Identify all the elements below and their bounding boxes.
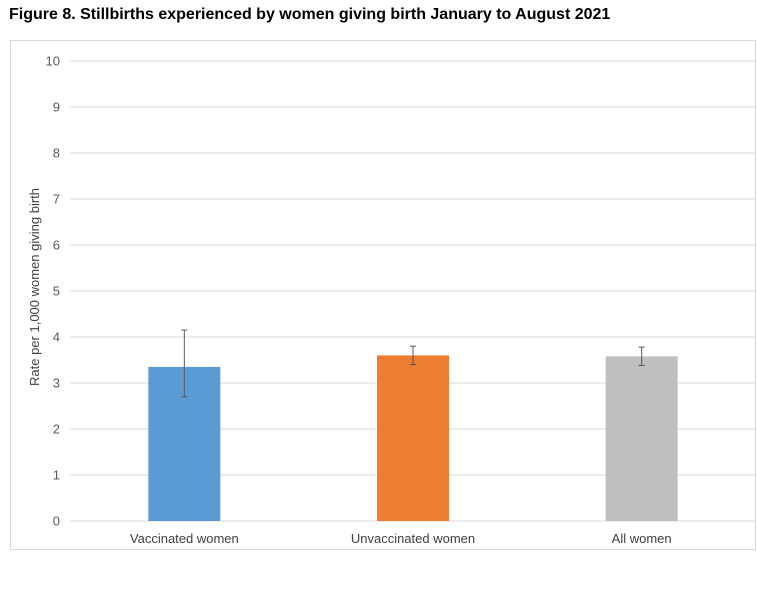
y-axis-title: Rate per 1,000 women giving birth (27, 188, 42, 386)
x-category-label-0: Vaccinated women (130, 531, 239, 546)
y-tick-label-1: 1 (53, 468, 60, 483)
bars (148, 355, 678, 521)
figure-title: Figure 8. Stillbirths experienced by wom… (9, 6, 611, 23)
bar-2 (605, 356, 678, 521)
error-bars (181, 329, 645, 398)
y-tick-label-4: 4 (53, 330, 60, 345)
y-tick-label-9: 9 (53, 100, 60, 115)
x-category-label-2: All women (612, 531, 672, 546)
y-tick-label-5: 5 (53, 284, 60, 299)
y-tick-label-0: 0 (53, 514, 60, 529)
y-tick-label-10: 10 (46, 54, 60, 69)
x-axis-categories: Vaccinated women Unvaccinated women All wo… (130, 531, 672, 546)
x-category-label-1: Unvaccinated women (351, 531, 475, 546)
y-tick-label-2: 2 (53, 422, 60, 437)
bar-1 (377, 355, 449, 521)
y-tick-label-3: 3 (53, 376, 60, 391)
y-tick-label-7: 7 (53, 192, 60, 207)
y-axis-ticks: 0 1 2 3 4 5 6 7 8 9 10 (46, 54, 60, 529)
y-tick-label-6: 6 (53, 238, 60, 253)
y-tick-label-8: 8 (53, 146, 60, 161)
